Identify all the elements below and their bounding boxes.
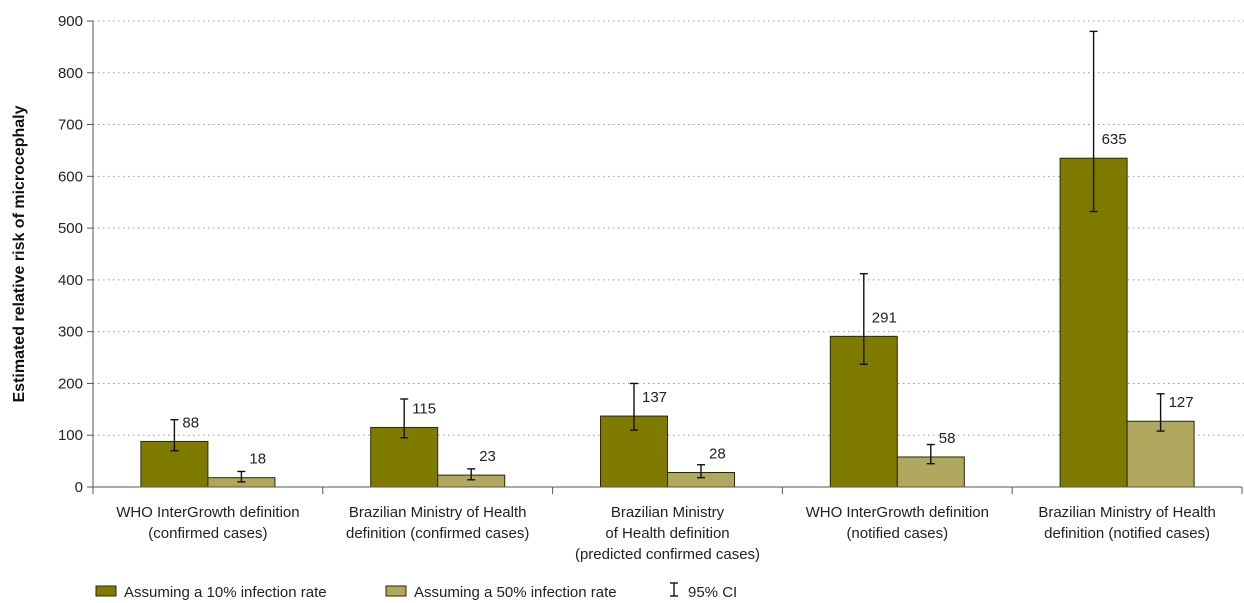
category-label: Brazilian Ministry of Health definition (… <box>1038 504 1216 542</box>
legend-swatch <box>385 585 407 597</box>
y-tick-label: 300 <box>58 324 83 341</box>
y-tick-label: 200 <box>58 375 83 392</box>
x-axis: WHO InterGrowth definition (confirmed cas… <box>92 486 1243 563</box>
bar <box>1126 420 1195 488</box>
data-label: 137 <box>642 389 667 406</box>
legend-swatch <box>95 585 117 597</box>
data-label: 88 <box>182 414 199 431</box>
y-axis-label: Estimated relative risk of microcephaly <box>11 105 28 402</box>
y-axis: 0 100 200 300 400 500 600 700 800 900 <box>58 13 94 496</box>
legend-label: Assuming a 50% infection rate <box>414 584 617 601</box>
category-label-line: Brazilian Ministry of Health <box>349 504 527 521</box>
data-label: 127 <box>1169 394 1194 411</box>
legend-label: Assuming a 10% infection rate <box>124 584 327 601</box>
data-label: 58 <box>939 430 956 447</box>
data-label: 635 <box>1102 131 1127 148</box>
y-tick-label: 600 <box>58 168 83 185</box>
category-label-line: (confirmed cases) <box>148 525 267 542</box>
data-label: 115 <box>412 400 436 417</box>
data-label: 28 <box>709 446 726 463</box>
data-label: 291 <box>872 309 897 326</box>
category-label: WHO InterGrowth definition (notified case… <box>806 504 989 542</box>
category-label-line: WHO InterGrowth definition <box>806 504 989 521</box>
category-label-line: (notified cases) <box>846 525 948 542</box>
category-label-line: Brazilian Ministry <box>611 504 725 521</box>
bars: 88 18 115 23 137 28 291 58 635 127 <box>140 30 1195 488</box>
y-tick-label: 400 <box>58 272 83 289</box>
y-tick-label: 900 <box>58 13 83 30</box>
y-tick-label: 700 <box>58 117 83 134</box>
gridlines <box>93 20 1244 436</box>
y-tick-label: 100 <box>58 427 83 444</box>
ci-legend-label: 95% CI <box>688 584 737 601</box>
data-label: 23 <box>479 448 496 465</box>
category-label: Brazilian Ministry of Health definition (… <box>346 504 529 542</box>
y-tick-label: 800 <box>58 65 83 82</box>
category-label-line: WHO InterGrowth definition <box>116 504 299 521</box>
category-label-line: of Health definition <box>605 525 729 542</box>
category-label-line: (predicted confirmed cases) <box>575 546 760 563</box>
category-label: Brazilian Ministry of Health definition (p… <box>575 504 760 563</box>
category-label-line: definition (confirmed cases) <box>346 525 529 542</box>
y-tick-label: 500 <box>58 220 83 237</box>
category-label: WHO InterGrowth definition (confirmed cas… <box>116 504 299 542</box>
category-label-line: definition (notified cases) <box>1044 525 1210 542</box>
y-tick-label: 0 <box>75 479 83 496</box>
category-label-line: Brazilian Ministry of Health <box>1038 504 1216 521</box>
legend: Assuming a 10% infection rate Assuming a … <box>95 582 737 601</box>
data-label: 18 <box>249 451 266 468</box>
